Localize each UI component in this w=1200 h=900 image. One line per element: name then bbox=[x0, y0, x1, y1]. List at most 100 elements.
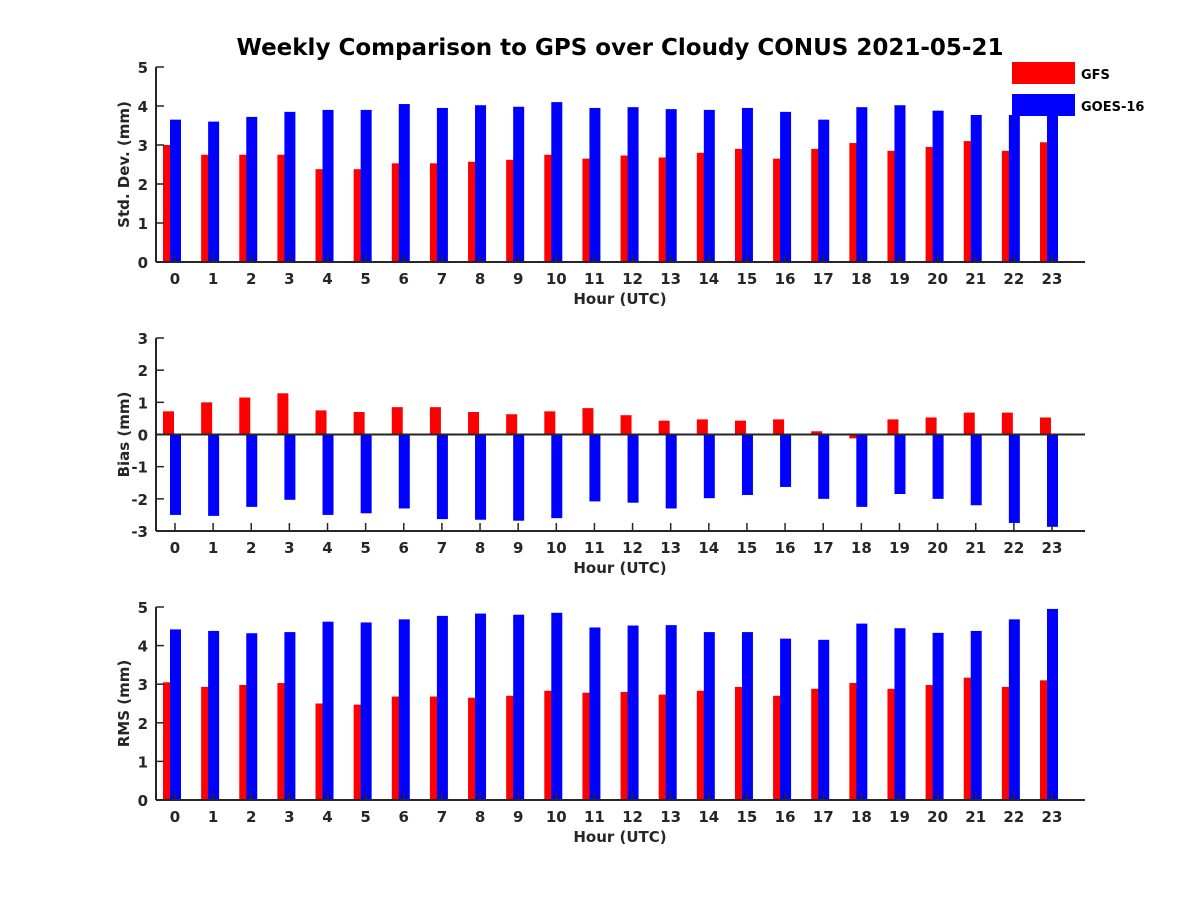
bar-gfs-hour-18 bbox=[849, 683, 861, 800]
x-tick-label: 9 bbox=[513, 270, 523, 288]
bar-goes16-hour-12 bbox=[627, 107, 639, 262]
bar-goes16-hour-5 bbox=[360, 109, 372, 263]
x-tick-label: 6 bbox=[399, 808, 409, 826]
bar-gfs-hour-23 bbox=[1039, 680, 1051, 800]
legend: GFS GOES-16 bbox=[1012, 62, 1144, 116]
y-tick-label: 2 bbox=[138, 715, 148, 733]
x-tick-label: 12 bbox=[622, 270, 643, 288]
bar-gfs-hour-10 bbox=[544, 690, 556, 800]
x-tick-label: 12 bbox=[622, 539, 643, 557]
x-tick-label: 8 bbox=[475, 270, 485, 288]
x-tick-label: 11 bbox=[584, 539, 605, 557]
bar-gfs-hour-18 bbox=[849, 434, 861, 439]
bar-goes16-hour-21 bbox=[970, 434, 982, 506]
x-tick-label: 18 bbox=[851, 808, 872, 826]
x-tick-label: 12 bbox=[622, 808, 643, 826]
x-tick-label: 0 bbox=[170, 808, 180, 826]
bar-goes16-hour-22 bbox=[1008, 434, 1020, 523]
bar-gfs-hour-5 bbox=[353, 411, 365, 435]
bar-goes16-hour-12 bbox=[627, 625, 639, 800]
x-axis-label: Hour (UTC) bbox=[573, 828, 666, 846]
bar-goes16-hour-21 bbox=[970, 630, 982, 800]
bar-gfs-hour-9 bbox=[506, 159, 518, 262]
x-tick-label: 19 bbox=[889, 539, 910, 557]
bar-gfs-hour-4 bbox=[315, 169, 327, 262]
x-tick-label: 16 bbox=[775, 808, 796, 826]
bar-gfs-hour-8 bbox=[468, 411, 480, 435]
y-tick-label: -3 bbox=[131, 523, 148, 541]
bar-goes16-hour-18 bbox=[856, 107, 868, 262]
bar-gfs-hour-10 bbox=[544, 411, 556, 435]
x-axis-label: Hour (UTC) bbox=[573, 559, 666, 577]
x-tick-label: 1 bbox=[208, 270, 218, 288]
y-tick-label: 1 bbox=[138, 753, 148, 771]
y-tick-label: 0 bbox=[138, 254, 148, 272]
bar-goes16-hour-15 bbox=[741, 107, 753, 262]
y-tick-label: 5 bbox=[138, 59, 148, 77]
legend-swatch-goes16 bbox=[1012, 94, 1075, 116]
bar-gfs-hour-1 bbox=[201, 154, 213, 262]
bar-goes16-hour-17 bbox=[818, 639, 830, 800]
bar-goes16-hour-14 bbox=[703, 434, 715, 499]
bar-goes16-hour-16 bbox=[780, 638, 792, 800]
bar-goes16-hour-5 bbox=[360, 622, 372, 800]
legend-label-gfs: GFS bbox=[1081, 68, 1110, 83]
bar-gfs-hour-1 bbox=[201, 402, 213, 435]
y-tick-label: 3 bbox=[138, 676, 148, 694]
bar-goes16-hour-18 bbox=[856, 434, 868, 507]
bar-gfs-hour-13 bbox=[658, 420, 670, 435]
bar-goes16-hour-2 bbox=[246, 434, 258, 507]
bar-goes16-hour-20 bbox=[932, 434, 944, 499]
bar-gfs-hour-19 bbox=[887, 150, 899, 262]
bar-goes16-hour-9 bbox=[513, 614, 525, 800]
bar-gfs-hour-0 bbox=[163, 145, 174, 262]
bar-gfs-hour-21 bbox=[963, 412, 975, 435]
bar-gfs-hour-7 bbox=[429, 163, 441, 262]
bar-gfs-hour-21 bbox=[963, 141, 975, 262]
bar-goes16-hour-11 bbox=[589, 434, 601, 502]
bar-goes16-hour-23 bbox=[1046, 111, 1058, 262]
x-tick-label: 2 bbox=[246, 539, 256, 557]
bar-gfs-hour-10 bbox=[544, 154, 556, 262]
bar-goes16-hour-9 bbox=[513, 434, 525, 521]
x-tick-label: 23 bbox=[1042, 539, 1063, 557]
bar-goes16-hour-4 bbox=[322, 621, 334, 800]
bar-goes16-hour-0 bbox=[170, 629, 181, 800]
bar-gfs-hour-16 bbox=[773, 419, 785, 435]
bar-goes16-hour-1 bbox=[208, 630, 220, 800]
y-axis-label: RMS (mm) bbox=[115, 660, 133, 747]
bar-gfs-hour-8 bbox=[468, 161, 480, 262]
bar-gfs-hour-22 bbox=[1001, 686, 1013, 800]
x-tick-label: 10 bbox=[546, 539, 567, 557]
bar-gfs-hour-22 bbox=[1001, 150, 1013, 262]
x-tick-label: 22 bbox=[1003, 808, 1024, 826]
y-tick-label: -1 bbox=[131, 459, 148, 477]
bar-goes16-hour-23 bbox=[1046, 608, 1058, 800]
bar-goes16-hour-14 bbox=[703, 632, 715, 800]
y-axis-label: Bias (mm) bbox=[115, 392, 133, 478]
bar-gfs-hour-9 bbox=[506, 414, 518, 435]
bar-goes16-hour-3 bbox=[284, 111, 296, 262]
x-tick-label: 6 bbox=[399, 270, 409, 288]
x-tick-label: 10 bbox=[546, 808, 567, 826]
bar-goes16-hour-7 bbox=[436, 107, 448, 262]
bar-gfs-hour-22 bbox=[1001, 412, 1013, 435]
x-tick-label: 5 bbox=[360, 270, 370, 288]
y-tick-label: 1 bbox=[138, 215, 148, 233]
bar-goes16-hour-3 bbox=[284, 434, 296, 500]
chart-title: Weekly Comparison to GPS over Cloudy CON… bbox=[237, 35, 1004, 61]
bar-goes16-hour-0 bbox=[170, 434, 181, 515]
x-tick-label: 20 bbox=[927, 808, 948, 826]
bar-gfs-hour-11 bbox=[582, 692, 594, 800]
bar-gfs-hour-17 bbox=[811, 148, 823, 262]
y-tick-label: 3 bbox=[138, 137, 148, 155]
bar-goes16-hour-2 bbox=[246, 633, 258, 800]
x-tick-label: 15 bbox=[737, 539, 758, 557]
bar-gfs-hour-9 bbox=[506, 695, 518, 800]
bar-goes16-hour-4 bbox=[322, 109, 334, 263]
x-tick-label: 0 bbox=[170, 539, 180, 557]
x-tick-label: 15 bbox=[737, 808, 758, 826]
